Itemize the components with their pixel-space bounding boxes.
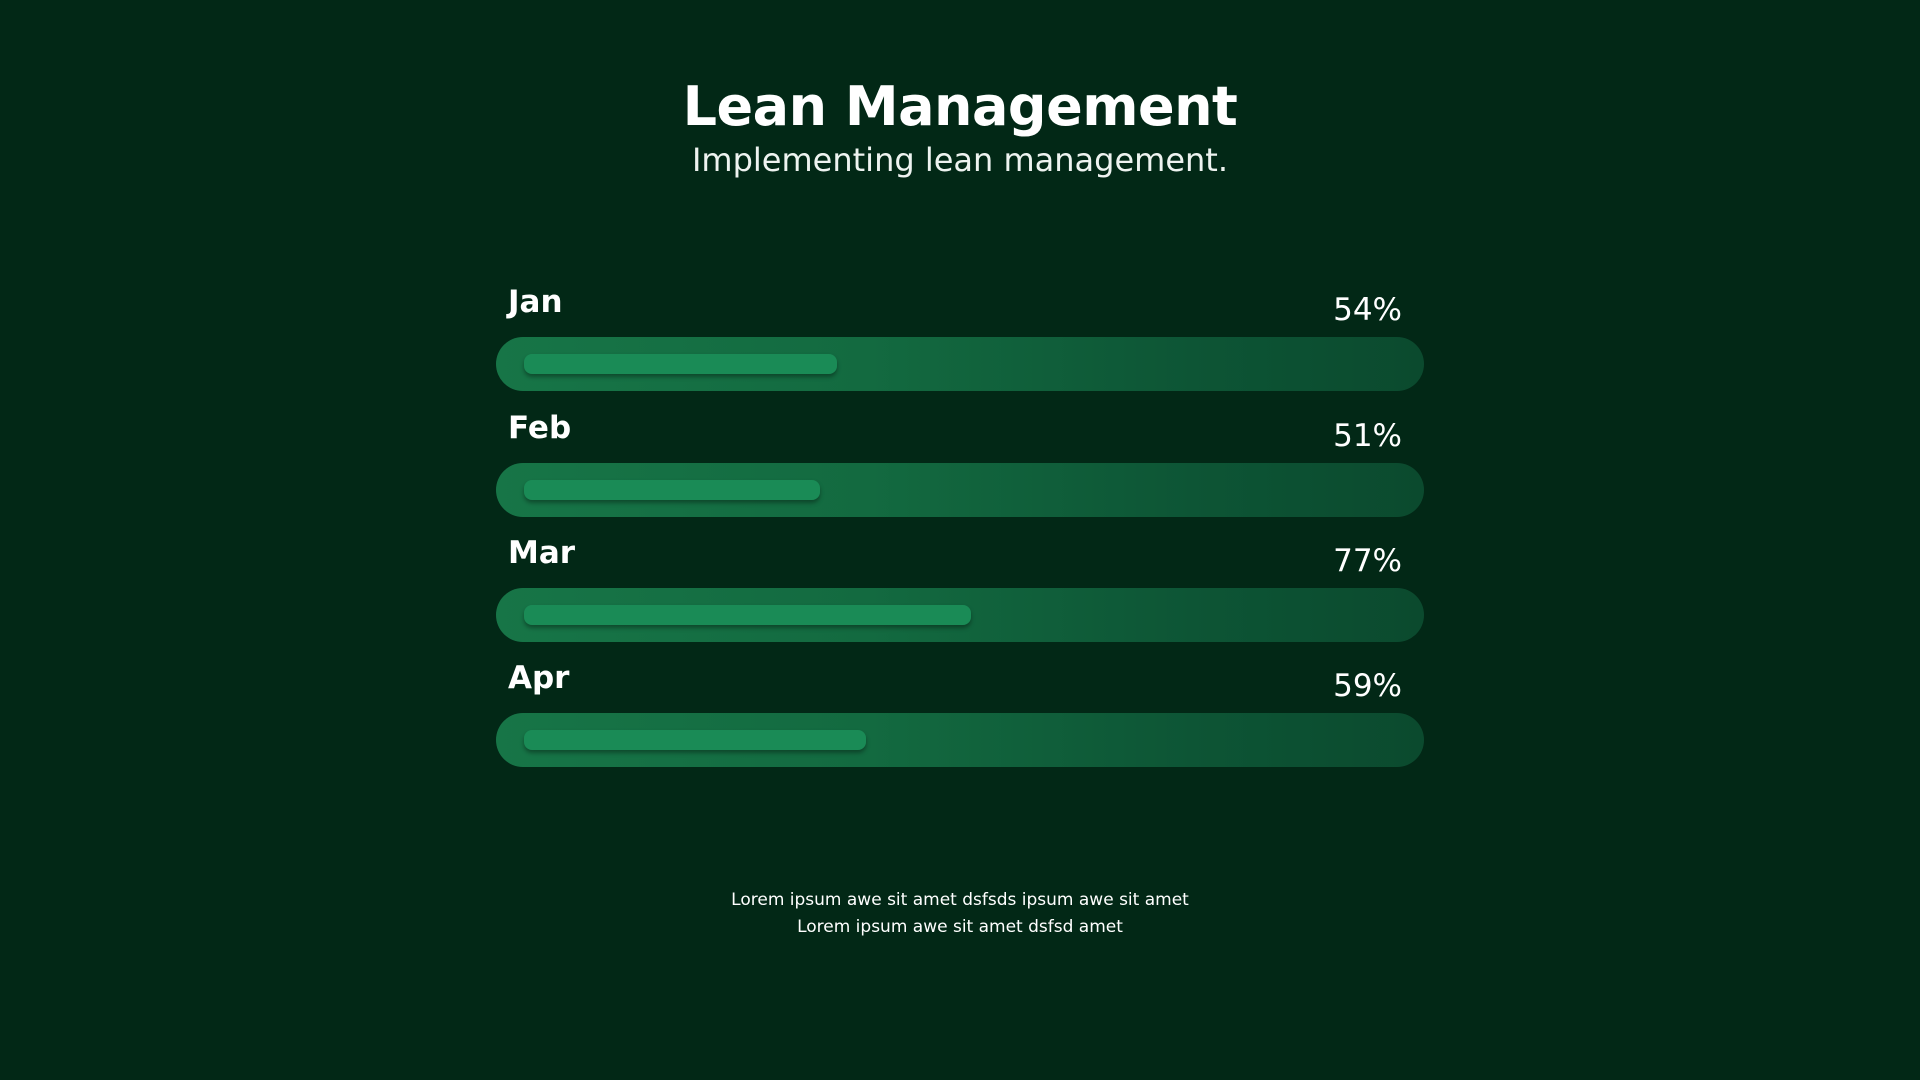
bar-row-mar: Mar 77% [496, 533, 1424, 659]
bar-track [496, 337, 1424, 391]
bar-fill [524, 605, 971, 625]
value-label: 51% [1333, 418, 1402, 454]
bar-track [496, 588, 1424, 642]
category-label: Feb [508, 410, 572, 446]
bar-row-feb: Feb 51% [496, 408, 1424, 534]
bar-fill [524, 730, 866, 750]
chart-subtitle: Implementing lean management. [691, 141, 1228, 179]
category-label: Jan [508, 284, 563, 320]
value-label: 59% [1333, 668, 1402, 704]
bar-fill [524, 480, 820, 500]
bar-row-jan: Jan 54% [496, 282, 1424, 408]
footer-caption-line-1: Lorem ipsum awe sit amet dsfsds ipsum aw… [731, 890, 1189, 910]
bar-track [496, 463, 1424, 517]
category-label: Apr [508, 660, 570, 696]
category-label: Mar [508, 535, 576, 571]
value-label: 54% [1333, 292, 1402, 328]
bar-track [496, 713, 1424, 767]
footer-caption-line-2: Lorem ipsum awe sit amet dsfsd amet [797, 917, 1123, 937]
chart-title: Lean Management [682, 75, 1238, 138]
bar-fill [524, 354, 837, 374]
bar-row-apr: Apr 59% [496, 658, 1424, 784]
value-label: 77% [1333, 543, 1402, 579]
